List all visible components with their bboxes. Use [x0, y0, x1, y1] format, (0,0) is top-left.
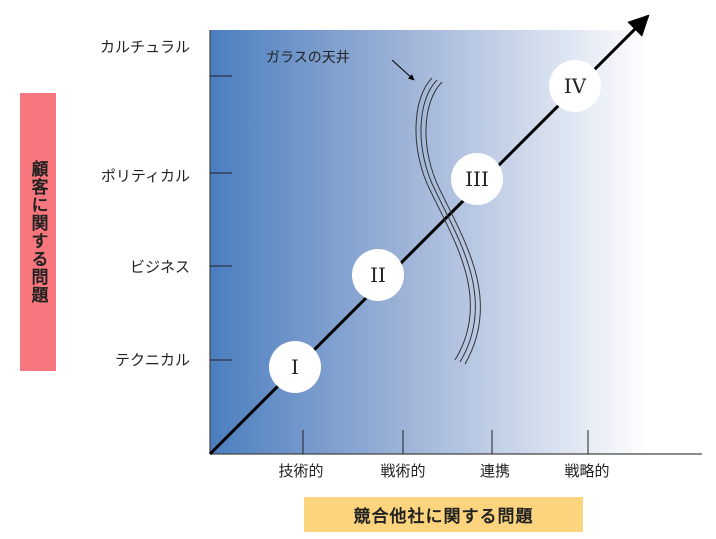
stage-1-circle: I — [269, 341, 321, 393]
y-level-political: ポリティカル — [100, 167, 190, 185]
stage-4-circle: IV — [549, 60, 601, 112]
y-axis-title-box: 顧客に関する問題 — [20, 93, 56, 371]
glass-ceiling-label: ガラスの天井 — [266, 50, 350, 66]
x-level-tactical: 戦術的 — [380, 462, 426, 480]
x-level-cooperation: 連携 — [479, 462, 511, 480]
y-level-technical: テクニカル — [114, 351, 190, 369]
x-axis-title: 競合他社に関する問題 — [353, 507, 534, 527]
glass-ceiling-lines — [415, 77, 481, 365]
y-level-business: ビジネス — [129, 258, 190, 276]
y-level-cultural: カルチュラル — [99, 38, 190, 56]
x-level-technical: 技術的 — [278, 462, 324, 480]
glass-ceiling-pointer — [391, 59, 415, 81]
x-axis-title-box: 競合他社に関する問題 — [304, 497, 583, 532]
x-level-strategic: 戦略的 — [564, 462, 610, 480]
stage-3-circle: III — [451, 153, 503, 205]
stage-2-circle: II — [352, 249, 404, 301]
y-axis-title: 顧客に関する問題 — [27, 160, 48, 304]
